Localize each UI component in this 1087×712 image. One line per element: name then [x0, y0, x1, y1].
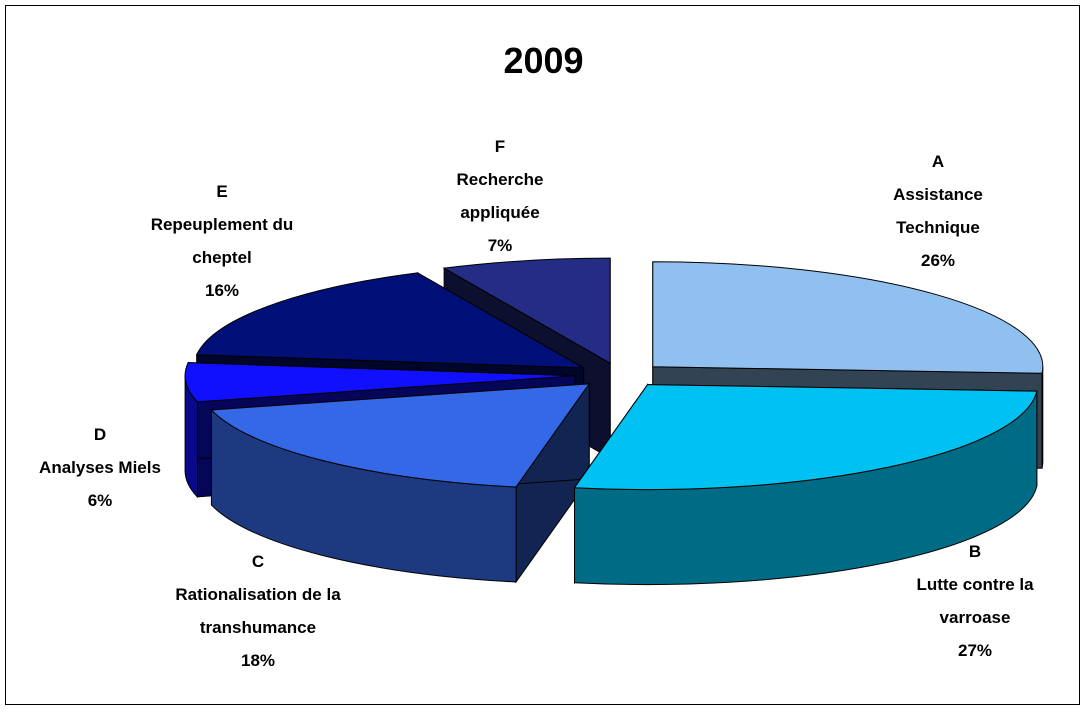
slice-value: 27%: [957, 641, 993, 660]
slice-code: E: [216, 182, 228, 201]
slice-label: F Recherche appliquée 7%: [440, 130, 560, 262]
slice-top: [210, 383, 591, 488]
slice-name: Lutte contre la varroase: [916, 575, 1034, 627]
slice-label: E Repeuplement du cheptel 16%: [122, 175, 322, 307]
slice-name: Repeuplement du cheptel: [150, 215, 294, 267]
slice-code: D: [93, 425, 107, 444]
chart-title: 2009: [503, 40, 584, 81]
slice-value: 7%: [487, 236, 513, 255]
slice-code: F: [494, 137, 506, 156]
slice-name: Rationalisation de la transhumance: [175, 585, 341, 637]
slice-top: [573, 384, 1038, 491]
slice-value: 16%: [204, 281, 240, 300]
slice-top: [652, 261, 1044, 374]
slice-label: D Analyses Miels 6%: [0, 418, 200, 517]
slice-label: A Assistance Technique 26%: [868, 145, 1008, 277]
slice-name: Recherche appliquée: [456, 170, 544, 222]
slice-wall: [1041, 366, 1044, 469]
slice-top: [184, 362, 576, 403]
slice-code: A: [931, 152, 945, 171]
slice-top: [195, 272, 584, 369]
slice-code: B: [968, 542, 982, 561]
slice-value: 6%: [87, 491, 113, 510]
slice-top: [442, 257, 611, 365]
chart-frame: [5, 5, 1080, 705]
slice-label: C Rationalisation de la transhumance 18%: [163, 545, 353, 677]
slice-value: 26%: [920, 251, 956, 270]
slice-label: B Lutte contre la varroase 27%: [890, 535, 1060, 667]
slice-name: Assistance Technique: [893, 185, 983, 237]
slice-name: Analyses Miels: [39, 458, 161, 477]
slice-value: 18%: [240, 651, 276, 670]
slice-code: C: [251, 552, 265, 571]
